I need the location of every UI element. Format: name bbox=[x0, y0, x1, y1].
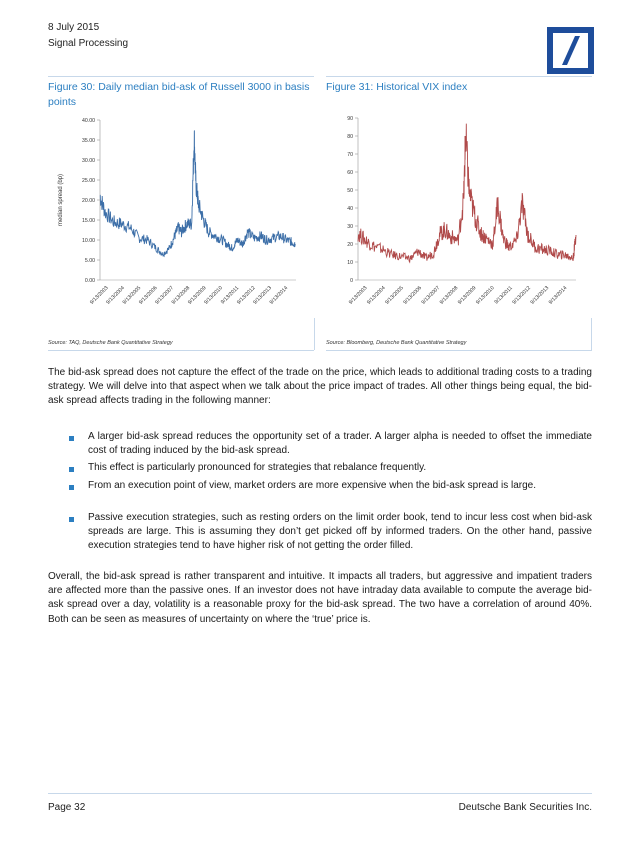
x-tick-label: 9/13/2013 bbox=[530, 285, 551, 306]
y-tick-label: 5.00 bbox=[85, 258, 95, 264]
y-tick-label: 0 bbox=[350, 278, 353, 284]
y-tick-label: 35.00 bbox=[82, 138, 95, 144]
series-line bbox=[357, 123, 577, 264]
y-tick-label: 10.00 bbox=[82, 238, 95, 244]
figure-30-chart: 0.00 5.00 10.00 15.00 20.00 25.00 30.00 35.00 40… bbox=[58, 118, 296, 306]
figure-31-bottom-rule bbox=[326, 350, 592, 351]
figure-30-source: Source: TAQ, Deutsche Bank Quantitative … bbox=[48, 340, 173, 346]
x-tick-label: 9/13/2011 bbox=[494, 285, 514, 305]
x-tick-label: 9/13/2012 bbox=[511, 285, 532, 306]
y-tick-label: 90 bbox=[347, 116, 353, 122]
figure-31-source: Source: Bloomberg, Deutsche Bank Quantit… bbox=[326, 340, 467, 346]
x-tick-label: 9/13/2008 bbox=[439, 285, 460, 306]
figure-31-title: Figure 31: Historical VIX index bbox=[326, 81, 468, 93]
x-tick-label: 9/13/2009 bbox=[457, 285, 478, 306]
page-number: Page 32 bbox=[48, 802, 86, 813]
x-tick-label: 9/13/2004 bbox=[366, 285, 387, 306]
intro-paragraph: The bid-ask spread does not capture the … bbox=[48, 367, 592, 407]
y-tick-label: 30.00 bbox=[82, 158, 95, 164]
y-tick-label: 0.00 bbox=[85, 278, 95, 284]
figure-31-side-rule bbox=[591, 318, 592, 350]
figure-30-bottom-rule bbox=[48, 350, 314, 351]
figure-30-title: Figure 30: Daily median bid-ask of Russe… bbox=[48, 81, 310, 108]
figure-31-chart: 01020304050607080909/13/20039/13/20049/1… bbox=[347, 116, 577, 306]
y-tick-label: 30 bbox=[347, 224, 353, 230]
y-tick-label: 20.00 bbox=[82, 198, 95, 204]
bullet-marker bbox=[69, 436, 74, 441]
y-tick-label: 20 bbox=[347, 242, 353, 248]
x-tick-label: 9/13/2010 bbox=[475, 285, 496, 306]
logo-slash-icon bbox=[562, 36, 580, 65]
bullet-marker bbox=[69, 517, 74, 522]
y-tick-label: 40.00 bbox=[82, 118, 95, 124]
x-tick-label: 9/13/2014 bbox=[269, 285, 290, 306]
y-axis-label: median spread (bp) bbox=[58, 174, 64, 226]
y-tick-label: 25.00 bbox=[82, 178, 95, 184]
bullet-marker bbox=[69, 467, 74, 472]
y-tick-label: 60 bbox=[347, 170, 353, 176]
bullet-marker bbox=[69, 485, 74, 490]
footer-rule bbox=[48, 793, 592, 794]
x-tick-label: 9/13/2005 bbox=[384, 285, 405, 306]
y-tick-label: 50 bbox=[347, 188, 353, 194]
y-tick-label: 15.00 bbox=[82, 218, 95, 224]
y-tick-label: 80 bbox=[347, 134, 353, 140]
footer-company: Deutsche Bank Securities Inc. bbox=[458, 802, 592, 813]
x-tick-label: 9/13/2003 bbox=[348, 285, 369, 306]
series-line bbox=[99, 130, 296, 258]
conclusion-paragraph: Overall, the bid-ask spread is rather tr… bbox=[48, 571, 592, 625]
deutsche-bank-logo bbox=[547, 27, 594, 74]
figure-31-top-rule bbox=[326, 76, 592, 77]
figure-30-top-rule bbox=[48, 76, 314, 77]
bullet-item: This effect is particularly pronounced f… bbox=[88, 462, 427, 473]
x-tick-label: 9/13/2007 bbox=[421, 285, 442, 306]
y-tick-label: 10 bbox=[347, 260, 353, 266]
bullet-item: From an execution point of view, market … bbox=[88, 480, 536, 491]
y-tick-label: 40 bbox=[347, 206, 353, 212]
report-section: Signal Processing bbox=[48, 38, 129, 49]
bullet-item: Passive execution strategies, such as re… bbox=[88, 512, 592, 552]
x-tick-label: 9/13/2014 bbox=[548, 285, 569, 306]
report-date: 8 July 2015 bbox=[48, 22, 100, 33]
y-tick-label: 70 bbox=[347, 152, 353, 158]
x-tick-label: 9/13/2006 bbox=[402, 285, 423, 306]
figure-30-side-rule bbox=[314, 318, 315, 350]
bullet-item: A larger bid-ask spread reduces the oppo… bbox=[88, 431, 592, 457]
